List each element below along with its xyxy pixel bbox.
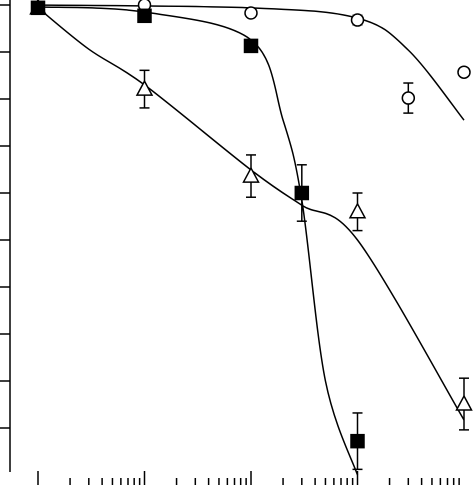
fit-curve — [37, 7, 465, 421]
fit-curve — [37, 6, 359, 476]
triangle-marker — [348, 202, 367, 219]
triangle-marker — [242, 166, 260, 183]
circle-marker — [457, 65, 471, 79]
square-marker — [243, 38, 259, 54]
square-marker — [30, 0, 46, 16]
circle-marker — [244, 6, 258, 20]
square-marker — [294, 185, 310, 201]
square-marker — [137, 8, 152, 24]
circle-marker — [401, 91, 416, 105]
triangle-marker — [455, 394, 473, 411]
circle-marker — [350, 13, 365, 27]
fit-curve — [37, 4, 465, 121]
square-marker — [350, 433, 365, 449]
triangle-marker — [135, 79, 154, 96]
